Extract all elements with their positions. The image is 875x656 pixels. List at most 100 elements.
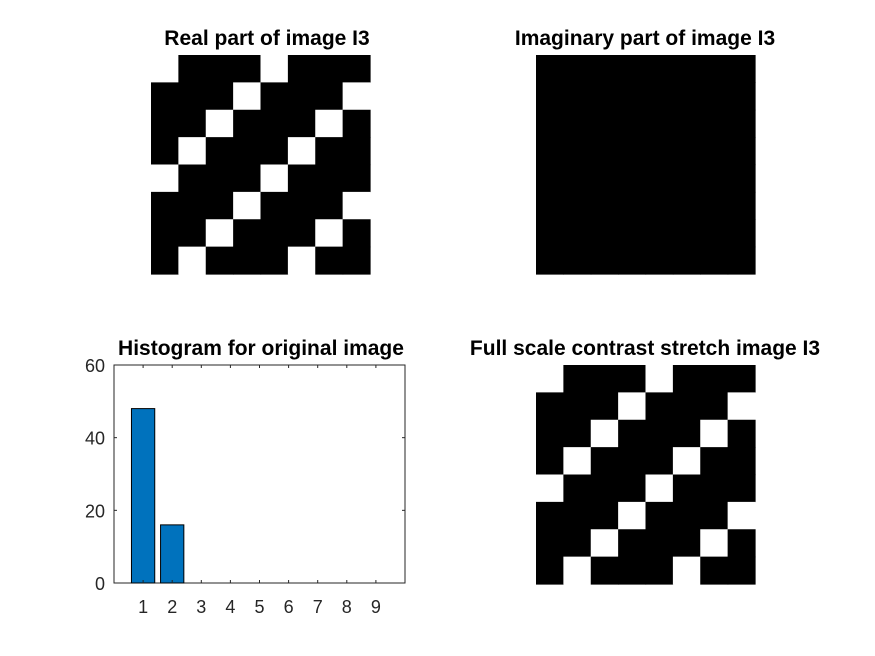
heatmap-cell — [315, 246, 344, 275]
heatmap-cell — [700, 529, 729, 558]
heatmap-cell — [563, 109, 592, 138]
heatmap-cell — [563, 392, 592, 421]
heatmap-cell — [700, 501, 729, 530]
heatmap-cell — [536, 419, 564, 448]
heatmap-cell — [700, 109, 729, 138]
heatmap-cell — [700, 246, 729, 275]
histogram-bar — [130, 408, 156, 584]
heatmap-cell — [178, 82, 207, 111]
heatmap-cell — [590, 392, 619, 421]
heatmap-cell — [536, 501, 564, 530]
heatmap-cell — [178, 246, 207, 275]
heatmap-cell — [590, 246, 619, 275]
heatmap-cell — [563, 501, 592, 530]
heatmap-cell — [151, 246, 179, 275]
heatmap-cell — [563, 447, 592, 476]
heatmap-cell — [536, 392, 564, 421]
heatmap-cell — [536, 474, 564, 503]
heatmap-cell — [700, 419, 729, 448]
heatmap-cell — [727, 556, 756, 585]
axes-box — [113, 364, 406, 584]
heatmap-imaginary-part — [536, 55, 756, 275]
heatmap-cell — [536, 447, 564, 476]
panel-title-imaginary: Imaginary part of image I3 — [515, 27, 775, 50]
heatmap-cell — [672, 137, 701, 166]
heatmap-cell — [205, 55, 234, 83]
heatmap-cell — [672, 501, 701, 530]
heatmap-cell — [700, 474, 729, 503]
heatmap-cell — [315, 219, 344, 248]
heatmap-cell — [590, 556, 619, 585]
heatmap-cell — [233, 246, 262, 275]
histogram-axes: 1 2 3 4 5 6 7 8 9 0 20 40 60 — [85, 356, 406, 617]
y-tick-label: 40 — [85, 429, 105, 449]
heatmap-cell — [700, 164, 729, 193]
panel-title-histogram: Histogram for original image — [118, 337, 404, 360]
y-tick-label: 20 — [85, 501, 105, 521]
heatmap-cell — [260, 137, 289, 166]
heatmap-cell — [287, 82, 316, 111]
heatmap-cell — [590, 419, 619, 448]
heatmap-cell — [563, 191, 592, 220]
heatmap-cell — [618, 164, 647, 193]
heatmap-cell — [727, 474, 756, 503]
heatmap-cell — [563, 219, 592, 248]
heatmap-cell — [233, 109, 262, 138]
heatmap-contrast-stretch — [536, 365, 756, 585]
heatmap-cell — [727, 392, 756, 421]
heatmap-cell — [151, 164, 179, 193]
heatmap-cell — [342, 164, 371, 193]
heatmap-cell — [618, 82, 647, 111]
heatmap-cell — [178, 137, 207, 166]
heatmap-cell — [536, 164, 564, 193]
heatmap-cell — [315, 137, 344, 166]
heatmap-cell — [536, 219, 564, 248]
heatmap-cell — [205, 219, 234, 248]
heatmap-cell — [205, 191, 234, 220]
heatmap-cell — [178, 55, 207, 83]
heatmap-cell — [590, 82, 619, 111]
x-tick-label: 4 — [225, 597, 235, 617]
heatmap-cell — [536, 365, 564, 393]
heatmap-cell — [287, 164, 316, 193]
heatmap-cell — [536, 82, 564, 111]
heatmap-cell — [563, 365, 592, 393]
heatmap-cell — [590, 447, 619, 476]
heatmap-cell — [645, 109, 674, 138]
heatmap-cell — [645, 419, 674, 448]
heatmap-cell — [645, 474, 674, 503]
heatmap-cell — [233, 137, 262, 166]
heatmap-cell — [645, 82, 674, 111]
heatmap-cell — [645, 556, 674, 585]
x-tick-label: 5 — [254, 597, 264, 617]
heatmap-cell — [700, 392, 729, 421]
heatmap-cell — [590, 164, 619, 193]
heatmap-cell — [315, 191, 344, 220]
heatmap-cell — [672, 529, 701, 558]
heatmap-cell — [618, 137, 647, 166]
heatmap-cell — [700, 137, 729, 166]
x-tick-label: 9 — [371, 597, 381, 617]
heatmap-cell — [618, 419, 647, 448]
heatmap-cell — [563, 529, 592, 558]
heatmap-cell — [590, 109, 619, 138]
heatmap-cell — [727, 219, 756, 248]
heatmap-cell — [342, 55, 371, 83]
heatmap-cell — [672, 392, 701, 421]
heatmap-cell — [700, 365, 729, 393]
heatmap-cell — [700, 556, 729, 585]
heatmap-cell — [618, 474, 647, 503]
heatmap-cell — [342, 246, 371, 275]
heatmap-cell — [205, 109, 234, 138]
heatmap-cell — [205, 137, 234, 166]
heatmap-cell — [260, 55, 289, 83]
heatmap-cell — [563, 246, 592, 275]
heatmap-cell — [342, 137, 371, 166]
heatmap-cell — [618, 529, 647, 558]
heatmap-cell — [645, 219, 674, 248]
heatmap-cell — [205, 82, 234, 111]
heatmap-cell — [727, 365, 756, 393]
histogram-bar — [160, 524, 185, 584]
heatmap-cell — [260, 164, 289, 193]
heatmap-cell — [618, 556, 647, 585]
